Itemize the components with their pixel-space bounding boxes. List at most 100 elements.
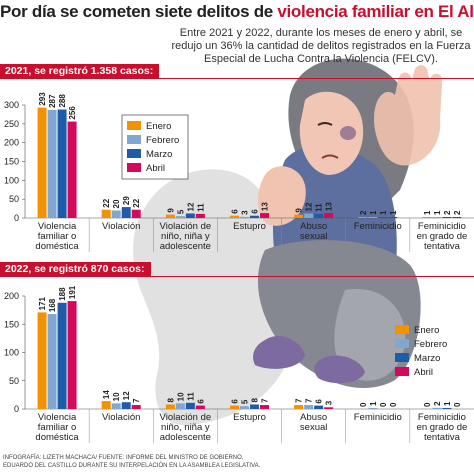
category-label: Abuso bbox=[300, 412, 327, 423]
bar-value-label: 13 bbox=[325, 202, 334, 211]
credit-text: INFOGRAFÍA: LIZETH MACHACA/ FUENTE: INFO… bbox=[3, 455, 303, 470]
bar bbox=[121, 207, 131, 218]
bar-value-label: 2 bbox=[443, 210, 452, 215]
bar bbox=[452, 217, 462, 218]
bar-value-label: 5 bbox=[176, 209, 185, 214]
legend-label: Febrero bbox=[146, 135, 179, 146]
bar-value-label: 14 bbox=[102, 390, 111, 399]
bar-value-label: 5 bbox=[241, 399, 250, 404]
legend: Enero Febrero Marzo Abril bbox=[121, 114, 189, 180]
category-label: en grado de bbox=[417, 422, 468, 433]
bar-value-label: 22 bbox=[102, 198, 111, 207]
legend-swatch bbox=[127, 135, 141, 144]
y-tick-label: 200 bbox=[4, 291, 19, 301]
category-label: niño, niña y bbox=[161, 422, 210, 433]
category-label: Feminicidio bbox=[354, 221, 402, 232]
bar-value-label: 6 bbox=[196, 399, 205, 404]
bar bbox=[422, 217, 432, 218]
bar bbox=[195, 405, 205, 409]
credit-line-1: INFOGRAFÍA: LIZETH MACHACA/ FUENTE: INFO… bbox=[3, 455, 244, 461]
category-label: familiar o bbox=[38, 231, 77, 242]
category-label: niño, niña y bbox=[161, 231, 210, 242]
bar bbox=[294, 405, 304, 409]
bar-value-label: 0 bbox=[453, 402, 462, 407]
bar bbox=[67, 121, 77, 218]
bar bbox=[37, 107, 47, 218]
category-label: Feminicidio bbox=[354, 412, 402, 423]
bar-value-label: 22 bbox=[132, 198, 141, 207]
bar-value-label: 6 bbox=[231, 209, 240, 214]
bar-value-label: 191 bbox=[68, 285, 77, 299]
bar bbox=[175, 216, 185, 218]
category-label: tentativa bbox=[424, 241, 461, 252]
bar bbox=[111, 210, 121, 218]
legend-label: Abril bbox=[414, 367, 433, 378]
bar bbox=[101, 209, 111, 218]
bar-value-label: 168 bbox=[48, 298, 57, 312]
bar bbox=[240, 406, 249, 409]
bar-value-label: 12 bbox=[122, 391, 131, 400]
legend-label: Marzo bbox=[414, 353, 440, 364]
bar-value-label: 256 bbox=[68, 106, 77, 120]
y-tick-label: 150 bbox=[4, 157, 19, 167]
bar bbox=[47, 314, 57, 409]
category-label: adolescente bbox=[160, 432, 211, 443]
bar-value-label: 10 bbox=[176, 392, 185, 401]
bar-value-label: 10 bbox=[112, 392, 121, 401]
y-tick-label: 300 bbox=[4, 100, 19, 110]
bar-value-label: 288 bbox=[58, 94, 67, 108]
bar-value-label: 11 bbox=[196, 203, 205, 212]
bar-value-label: 6 bbox=[251, 209, 260, 214]
bar bbox=[240, 216, 249, 218]
category-label: Violación bbox=[102, 221, 140, 232]
y-tick-label: 50 bbox=[9, 194, 19, 204]
legend-label: Febrero bbox=[414, 339, 447, 350]
bar bbox=[175, 403, 185, 409]
bar bbox=[57, 109, 67, 218]
category-label: Feminicidio bbox=[418, 412, 466, 423]
bar-value-label: 1 bbox=[433, 210, 442, 215]
bar bbox=[432, 407, 442, 409]
bar bbox=[442, 408, 452, 409]
bar-value-label: 1 bbox=[423, 210, 432, 215]
category-label: adolescente bbox=[160, 241, 211, 252]
bar-value-label: 1 bbox=[443, 401, 452, 406]
section-label-2021: 2021, se registró 1.358 casos: bbox=[0, 64, 160, 79]
bar bbox=[260, 405, 269, 409]
bar bbox=[101, 401, 111, 409]
bar-value-label: 9 bbox=[166, 208, 175, 213]
bar bbox=[37, 312, 47, 409]
y-tick-label: 100 bbox=[4, 175, 19, 185]
category-label: Estupro bbox=[233, 221, 266, 232]
bar bbox=[131, 405, 141, 409]
bar-value-label: 6 bbox=[231, 399, 240, 404]
credit-line-2: EDUARDO DEL CASTILLO DURANTE SU INTERPEL… bbox=[3, 462, 261, 469]
bar-value-label: 7 bbox=[261, 398, 270, 403]
bar-value-label: 2 bbox=[453, 210, 462, 215]
bar bbox=[442, 217, 452, 218]
section-divider-2022 bbox=[0, 276, 474, 277]
legend-swatch bbox=[395, 367, 409, 376]
section-divider-2021 bbox=[0, 78, 474, 79]
legend-label: Abril bbox=[146, 163, 165, 174]
category-label: en grado de bbox=[417, 231, 468, 242]
y-tick-label: 100 bbox=[4, 348, 19, 358]
bar bbox=[47, 109, 57, 218]
category-label: Violencia bbox=[38, 221, 77, 232]
category-label: tentativa bbox=[424, 432, 461, 443]
bar-value-label: 13 bbox=[261, 202, 270, 211]
bar-value-label: 2 bbox=[359, 210, 368, 215]
bar-value-label: 11 bbox=[186, 392, 195, 401]
bar-value-label: 8 bbox=[166, 397, 175, 402]
bar-value-label: 2 bbox=[433, 401, 442, 406]
bar bbox=[314, 213, 324, 218]
bar-value-label: 20 bbox=[112, 199, 121, 208]
bar bbox=[378, 217, 388, 218]
y-tick-label: 50 bbox=[9, 376, 19, 386]
legend: Enero Febrero Marzo Abril bbox=[395, 325, 447, 378]
bar-value-label: 0 bbox=[379, 402, 388, 407]
bar-value-label: 9 bbox=[295, 208, 304, 213]
bar-value-label: 171 bbox=[38, 296, 47, 310]
